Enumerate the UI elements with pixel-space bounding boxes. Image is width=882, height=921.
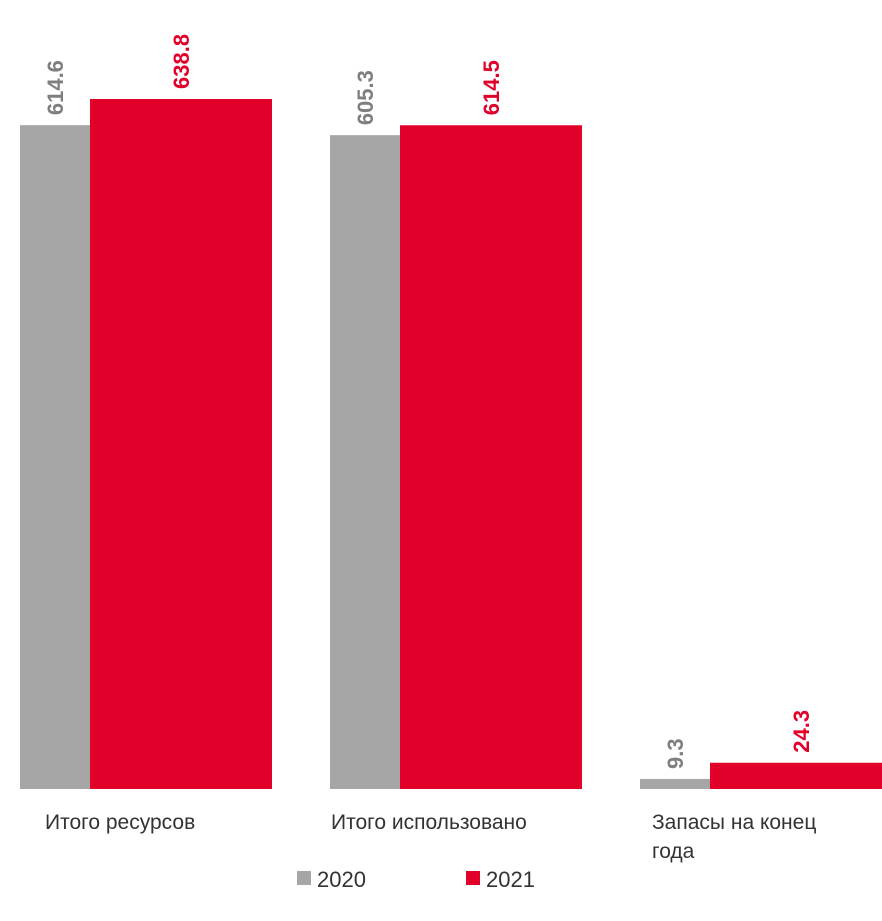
category-label-1-0: Итого использовано <box>331 811 527 834</box>
legend-swatch-2021 <box>466 871 480 885</box>
bar-2020-2 <box>640 778 710 789</box>
bar-2021-2 <box>710 762 882 789</box>
value-label-2020-1: 605.3 <box>353 70 378 125</box>
legend: 2020 2021 <box>297 867 535 892</box>
category-label-0-0: Итого ресурсов <box>45 811 195 834</box>
value-label-2021-1: 614.5 <box>479 60 504 115</box>
bar-2020-0 <box>20 125 90 789</box>
legend-label-2021: 2021 <box>486 867 535 892</box>
legend-label-2020: 2020 <box>317 867 366 892</box>
legend-swatch-2020 <box>297 871 311 885</box>
value-label-2021-2: 24.3 <box>789 710 814 753</box>
bar-2021-1 <box>400 125 582 789</box>
category-axis-labels: Итого ресурсов Итого использовано Запасы н… <box>45 811 816 863</box>
value-label-2020-2: 9.3 <box>663 738 688 769</box>
category-label-2-1: года <box>652 840 695 863</box>
category-label-2-0: Запасы на конец <box>652 811 816 834</box>
value-label-2021-0: 638.8 <box>169 34 194 89</box>
bar-2020-1 <box>330 135 400 789</box>
value-label-2020-0: 614.6 <box>43 60 68 115</box>
plot-area: 614.6 638.8 605.3 614.5 9.3 24.3 <box>20 34 882 789</box>
bar-2021-0 <box>90 99 272 789</box>
